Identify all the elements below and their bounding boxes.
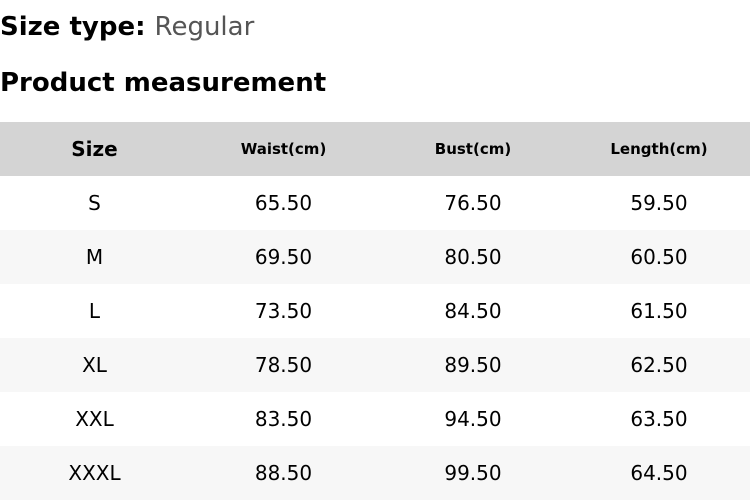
table-cell: XL — [0, 338, 189, 392]
table-cell: 99.50 — [378, 446, 568, 500]
table-cell: 64.50 — [568, 446, 750, 500]
table-row: M 69.50 80.50 60.50 — [0, 230, 750, 284]
table-row: L 73.50 84.50 61.50 — [0, 284, 750, 338]
size-type-label: Size type: — [0, 12, 146, 42]
section-title: Product measurement — [0, 68, 327, 98]
table-cell: 78.50 — [189, 338, 378, 392]
table-cell: 60.50 — [568, 230, 750, 284]
table-cell: 61.50 — [630, 299, 688, 323]
table-row: XL 78.50 89.50 62.50 — [0, 338, 750, 392]
table-cell: 83.50 — [254, 407, 313, 431]
table-cell: 73.50 — [254, 299, 313, 323]
table-cell: 88.50 — [189, 446, 378, 500]
table-cell: 94.50 — [444, 407, 502, 431]
header-waist: Waist(cm) — [189, 122, 378, 176]
table-cell: 65.50 — [254, 191, 313, 215]
size-type-value: Regular — [154, 12, 255, 42]
table-cell: XXL — [75, 407, 114, 431]
header-length: Length(cm) — [568, 122, 750, 176]
table-cell: S — [88, 191, 101, 215]
table-cell: 63.50 — [630, 407, 688, 431]
size-type: Size type: Regular — [0, 12, 254, 42]
header-size: Size — [0, 122, 189, 176]
table-cell: 80.50 — [378, 230, 568, 284]
table-row: XXXL 88.50 99.50 64.50 — [0, 446, 750, 500]
table-row: S 65.50 76.50 59.50 — [0, 176, 750, 230]
table-cell: 89.50 — [378, 338, 568, 392]
table-cell: M — [0, 230, 189, 284]
table-cell: 69.50 — [189, 230, 378, 284]
table-row: XXL 83.50 94.50 63.50 — [0, 392, 750, 446]
table-cell: 62.50 — [568, 338, 750, 392]
header-bust: Bust(cm) — [378, 122, 568, 176]
table-cell: L — [88, 299, 101, 323]
table-cell: 59.50 — [630, 191, 688, 215]
table-cell: 84.50 — [444, 299, 502, 323]
table-cell: XXXL — [0, 446, 189, 500]
table-cell: 76.50 — [444, 191, 502, 215]
measurement-table: Size Waist(cm) Bust(cm) Length(cm) S 65.5… — [0, 122, 750, 500]
